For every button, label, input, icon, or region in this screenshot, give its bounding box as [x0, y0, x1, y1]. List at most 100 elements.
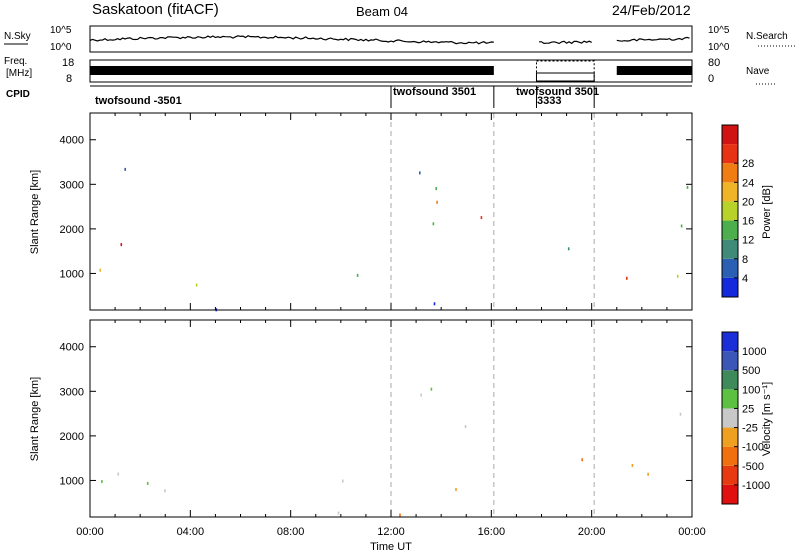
range-cell: [436, 200, 438, 204]
power-scatter: [99, 167, 689, 312]
nave-tick-low: 0: [708, 73, 714, 85]
colorbar-frame: [721, 124, 739, 298]
colorbar-segment: [722, 446, 738, 466]
noise-trace: [89, 35, 494, 45]
freq-label-1: Freq.: [4, 56, 27, 67]
colorbar-frame: [721, 331, 739, 505]
freq-tick-high: 18: [62, 57, 74, 69]
range-cell: [430, 387, 433, 391]
range-cell: [342, 479, 344, 483]
cpid-entry-2: twofsound 3501: [393, 86, 476, 98]
velocity-colorbar-label: Velocity [m s⁻¹]: [761, 382, 773, 456]
colorbar-tick-label: -500: [742, 461, 764, 473]
cpid-boundaries: [390, 86, 595, 108]
velocity-colorbar: 1000 500 100 25 -25 -100 -500 -1000: [721, 331, 770, 505]
colorbar-tick-label: 24: [742, 177, 754, 189]
colorbar-segment: [722, 408, 738, 428]
colorbar-tick-label: -100: [742, 442, 764, 454]
range-cell: [146, 481, 149, 485]
y-tick-label: 4000: [60, 342, 84, 354]
range-cell: [195, 283, 198, 287]
colorbar-tick-label: 20: [742, 196, 754, 208]
cpid-entry-1: twofsound -3501: [95, 95, 182, 107]
y-tick-label: 1000: [60, 268, 84, 280]
noise-right-tick-high: 10^5: [708, 25, 730, 36]
colorbar-segment: [722, 465, 738, 485]
power-axes: 1000 2000 3000 4000: [60, 113, 693, 310]
range-cell: [420, 393, 422, 397]
colorbar-segment: [722, 277, 738, 297]
colorbar-segment: [722, 220, 738, 240]
range-cell: [117, 472, 119, 476]
y-tick-label: 3000: [60, 179, 84, 191]
range-cell: [680, 224, 683, 228]
colorbar-tick-label: 8: [742, 254, 748, 266]
colorbar-segment: [722, 239, 738, 259]
y-tick-label: 4000: [60, 135, 84, 147]
noise-trace: [616, 36, 690, 42]
range-cell: [464, 425, 467, 429]
range-cell: [581, 458, 583, 462]
freq-box: [535, 72, 595, 82]
power-colorbar: 4 8 12 16 20 24 28: [721, 124, 754, 298]
colorbar-tick-label: 500: [742, 365, 760, 377]
range-cell: [356, 273, 359, 277]
colorbar-segment: [722, 182, 738, 202]
colorbar-segment: [722, 163, 738, 183]
time-axis-label: Time UT: [370, 541, 412, 553]
range-cell: [567, 247, 570, 251]
range-cell: [676, 274, 679, 278]
colorbar-tick-label: 1000: [742, 346, 766, 358]
colorbar-segment: [722, 389, 738, 409]
nave-label: Nave: [746, 66, 770, 77]
x-tick-label: 12:00: [377, 526, 405, 538]
colorbar-segment: [722, 144, 738, 164]
time-axis-ticks: 00:00 04:00 08:00 12:00 16:00 20:00 00:00: [76, 526, 706, 538]
y-tick-label: 2000: [60, 224, 84, 236]
date-title: 24/Feb/2012: [612, 2, 691, 18]
range-cell: [433, 302, 436, 306]
x-tick-label: 16:00: [478, 526, 506, 538]
freq-tick-low: 8: [66, 73, 72, 85]
range-cell: [647, 472, 649, 476]
x-tick-label: 00:00: [76, 526, 104, 538]
freq-band: [90, 66, 494, 75]
range-cell: [101, 480, 103, 484]
velocity-axes: 1000 2000 3000 4000: [60, 320, 693, 517]
freq-label-2: [MHz]: [6, 68, 32, 79]
station-title: Saskatoon (fitACF): [92, 1, 219, 18]
power-ylabel: Slant Range [km]: [29, 170, 41, 254]
beam-title: Beam 04: [356, 4, 408, 19]
nave-tick-high: 80: [708, 57, 720, 69]
noise-right-label: N.Search: [746, 31, 788, 42]
noise-trace: [539, 40, 592, 45]
colorbar-segment: [722, 351, 738, 371]
range-cell: [435, 187, 437, 191]
cpid-label: CPID: [6, 89, 30, 100]
colorbar-segment: [722, 258, 738, 278]
colorbar-tick-label: 28: [742, 158, 754, 170]
x-tick-label: 04:00: [177, 526, 205, 538]
colorbar-tick-label: -1000: [742, 480, 770, 492]
colorbar-tick-label: 4: [742, 273, 748, 285]
range-cell: [480, 216, 483, 220]
velocity-ylabel: Slant Range [km]: [29, 377, 41, 461]
range-cell: [432, 222, 435, 226]
noise-left-label: N.Sky: [4, 31, 31, 42]
range-cell: [686, 185, 689, 189]
y-tick-label: 1000: [60, 475, 84, 487]
cpid-entry-3: twofsound 3501: [516, 86, 599, 98]
range-cell: [99, 268, 101, 272]
range-cell: [120, 243, 123, 247]
colorbar-segment: [722, 125, 738, 145]
y-tick-label: 2000: [60, 431, 84, 443]
y-tick-label: 3000: [60, 386, 84, 398]
colorbar-tick-label: 25: [742, 403, 754, 415]
range-cell: [164, 489, 166, 493]
range-cell: [679, 412, 682, 416]
cpid-entry-4: 3333: [537, 95, 561, 107]
nave-box: [535, 60, 595, 82]
noise-traces: [89, 35, 690, 45]
range-cell: [626, 276, 628, 280]
range-cell: [337, 511, 340, 515]
